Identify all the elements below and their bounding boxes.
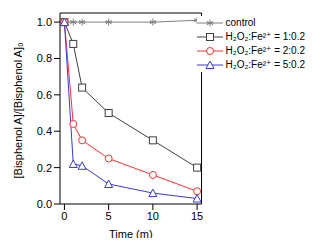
svg-text:0.2: 0.2 <box>37 162 52 174</box>
html-text:H₂O₂:Fe²⁺ = 2:0.2: H₂O₂:Fe²⁺ = 2:0.2 <box>225 45 305 56</box>
svg-text:10: 10 <box>147 210 159 222</box>
svg-text:[Bisphenol A]/[Bisphenol A]₀: [Bisphenol A]/[Bisphenol A]₀ <box>12 42 24 178</box>
svg-text:5: 5 <box>106 210 112 222</box>
svg-text:0.0: 0.0 <box>37 198 52 210</box>
svg-text:0.4: 0.4 <box>37 125 52 137</box>
svg-text:Time (m): Time (m) <box>109 228 153 238</box>
html-text:H₂O₂:Fe²⁺ = 5:0.2: H₂O₂:Fe²⁺ = 5:0.2 <box>225 59 305 70</box>
svg-text:0.6: 0.6 <box>37 89 52 101</box>
svg-text:1.0: 1.0 <box>37 16 52 28</box>
html-text:control: control <box>225 17 256 28</box>
svg-text:0.8: 0.8 <box>37 52 52 64</box>
svg-text:0: 0 <box>61 210 67 222</box>
html-text:H₂O₂:Fe²⁺ = 1:0.2: H₂O₂:Fe²⁺ = 1:0.2 <box>225 31 305 42</box>
svg-text:15: 15 <box>191 210 203 222</box>
